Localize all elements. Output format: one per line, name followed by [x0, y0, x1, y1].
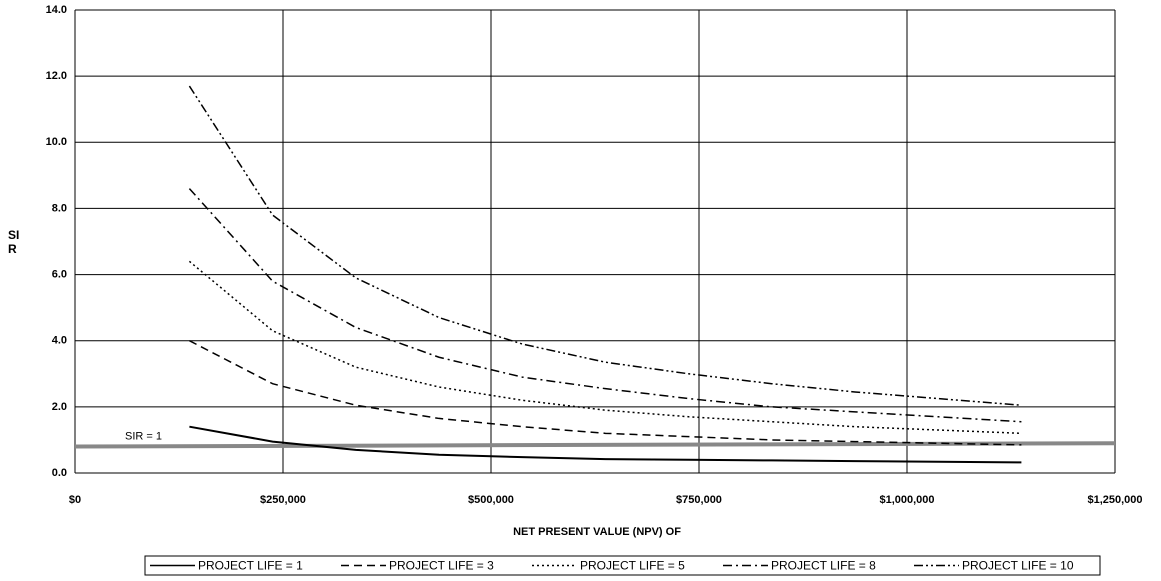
- y-tick-label: 2.0: [52, 401, 67, 413]
- y-tick-label: 0.0: [52, 467, 67, 479]
- series-line: [189, 425, 1022, 464]
- y-axis-label: SI: [8, 228, 19, 242]
- y-tick-label: 8.0: [52, 202, 67, 214]
- x-tick-label: $0: [69, 494, 81, 506]
- y-tick-label: 10.0: [46, 136, 67, 148]
- legend-text: PROJECT LIFE = 1: [198, 559, 303, 573]
- reference-label: SIR = 1: [125, 430, 162, 442]
- series-line: [188, 188, 1022, 423]
- series-line: [188, 260, 1022, 435]
- x-tick-label: $250,000: [260, 494, 306, 506]
- series-line: [189, 340, 1022, 446]
- x-tick-label: $750,000: [676, 494, 722, 506]
- x-tick-label: $500,000: [468, 494, 514, 506]
- x-axis-label: NET PRESENT VALUE (NPV) OF: [513, 526, 681, 538]
- legend-text: PROJECT LIFE = 5: [580, 559, 685, 573]
- legend-text: PROJECT LIFE = 8: [771, 559, 876, 573]
- legend-text: PROJECT LIFE = 3: [389, 559, 494, 573]
- plot-border: [74, 9, 1116, 474]
- y-tick-label: 4.0: [52, 335, 67, 347]
- x-tick-label: $1,000,000: [879, 494, 934, 506]
- legend-text: PROJECT LIFE = 10: [962, 559, 1074, 573]
- y-tick-label: 6.0: [52, 268, 67, 280]
- y-tick-label: 12.0: [46, 70, 67, 82]
- legend-box: [144, 555, 1101, 576]
- series-line: [188, 85, 1022, 406]
- x-tick-label: $1,250,000: [1087, 494, 1142, 506]
- y-tick-label: 14.0: [46, 4, 67, 16]
- y-axis-label: R: [8, 242, 17, 256]
